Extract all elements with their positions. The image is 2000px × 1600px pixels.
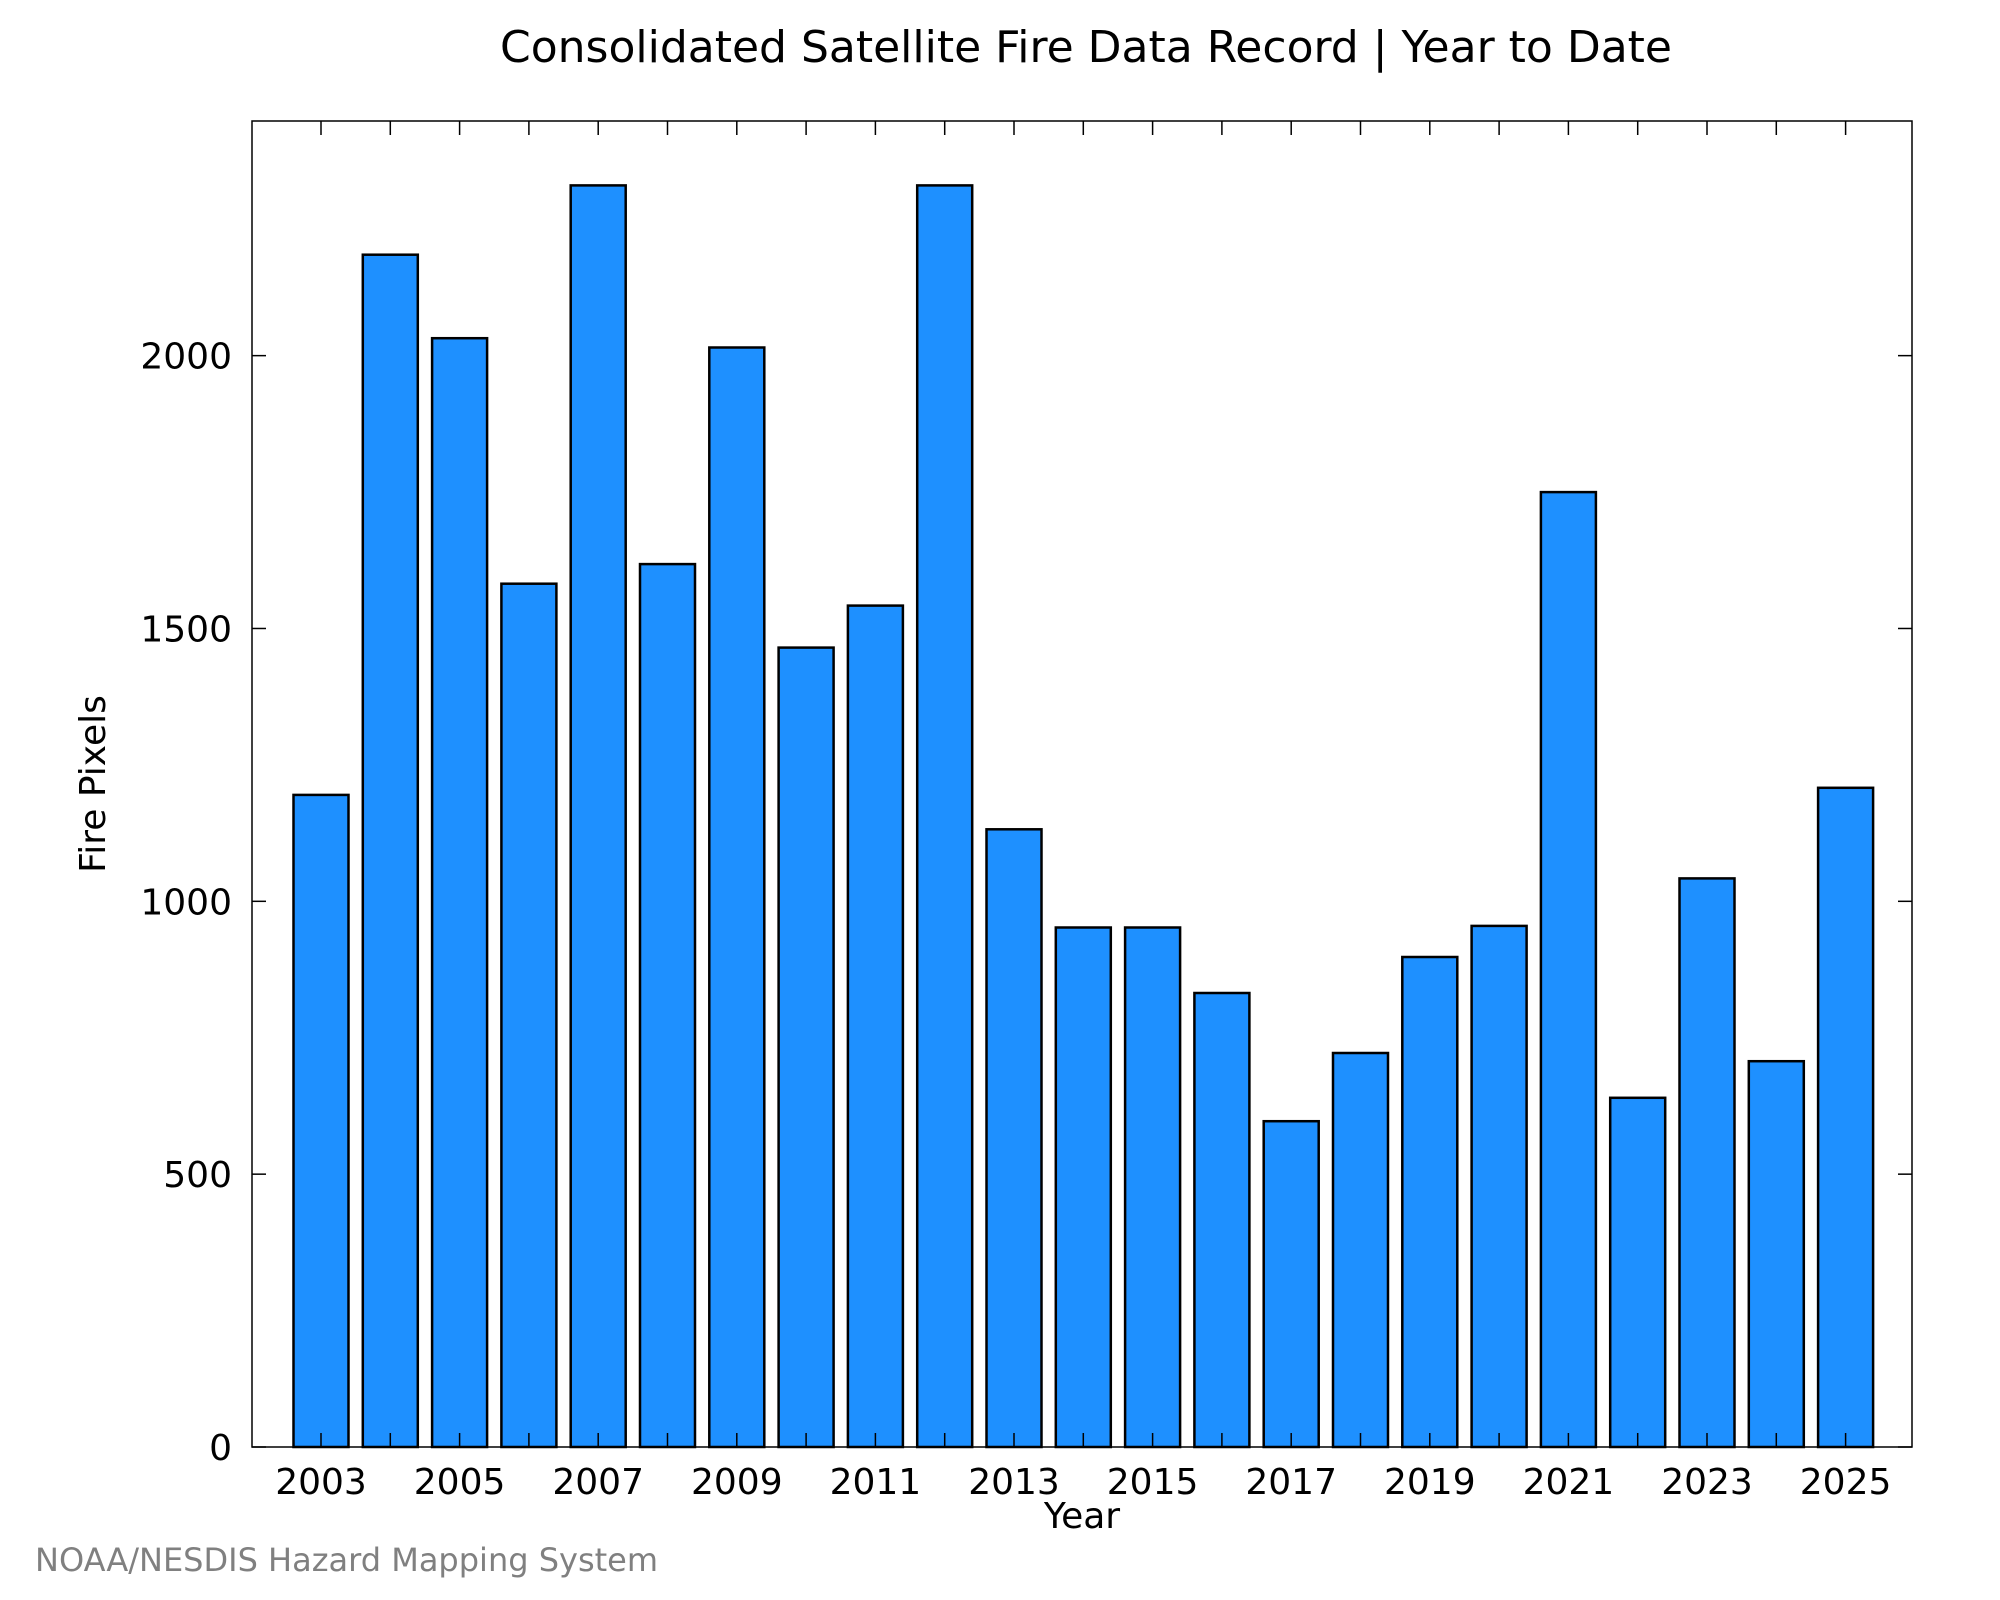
y-tick-label-500: 500 <box>163 1155 232 1196</box>
bar-2019 <box>1401 955 1459 1449</box>
x-tick-label-2019: 2019 <box>1384 1462 1476 1503</box>
y-tick-label-1000: 1000 <box>140 882 232 923</box>
ticks-layer <box>252 121 1912 1448</box>
x-tick-label-2011: 2011 <box>830 1462 922 1503</box>
bar-2020 <box>1470 924 1528 1449</box>
x-tick-label-2021: 2021 <box>1523 1462 1615 1503</box>
bar-2023 <box>1678 877 1736 1449</box>
credit-text: NOAA/NESDIS Hazard Mapping System <box>35 1541 658 1579</box>
bar-2005 <box>430 336 489 1449</box>
bar-2024 <box>1747 1059 1806 1449</box>
bar-2004 <box>361 253 420 1449</box>
bar-2016 <box>1193 991 1251 1449</box>
bar-2015 <box>1123 926 1182 1449</box>
x-tick-label-2009: 2009 <box>691 1462 783 1503</box>
x-tick-label-2023: 2023 <box>1661 1462 1753 1503</box>
x-tick-label-2007: 2007 <box>552 1462 644 1503</box>
bar-2021 <box>1539 490 1598 1449</box>
x-tick-label-2017: 2017 <box>1245 1462 1337 1503</box>
x-tick-label-2013: 2013 <box>968 1462 1060 1503</box>
bar-2025 <box>1816 786 1875 1449</box>
plot-frame <box>251 120 1913 1448</box>
x-tick-label-2025: 2025 <box>1800 1462 1892 1503</box>
x-tick-label-2015: 2015 <box>1107 1462 1199 1503</box>
bar-2018 <box>1331 1051 1390 1449</box>
chart-title: Consolidated Satellite Fire Data Record … <box>500 22 1672 73</box>
bar-2009 <box>708 346 766 1449</box>
x-tick-labels: 2003 2005 2007 2009 2011 2013 2015 2017 2019 2021… <box>275 1462 1891 1503</box>
bar-2008 <box>638 562 697 1449</box>
y-tick-labels: 0 500 1000 1500 2000 <box>140 337 232 1469</box>
y-tick-label-0: 0 <box>209 1428 232 1469</box>
bar-2006 <box>500 582 558 1449</box>
bar-2012 <box>915 184 974 1449</box>
bar-2011 <box>846 604 905 1449</box>
bar-2007 <box>569 184 627 1449</box>
bar-2010 <box>777 646 835 1449</box>
bar-2022 <box>1608 1096 1667 1449</box>
bar-2003 <box>292 793 350 1449</box>
x-tick-label-2005: 2005 <box>414 1462 506 1503</box>
y-tick-label-2000: 2000 <box>140 337 232 378</box>
bars-layer <box>292 184 1875 1449</box>
x-axis-label: Year <box>1043 1496 1120 1537</box>
y-tick-label-1500: 1500 <box>140 609 232 650</box>
bar-2014 <box>1054 926 1113 1449</box>
x-tick-label-2003: 2003 <box>275 1462 367 1503</box>
y-axis-label: Fire Pixels <box>73 695 114 873</box>
bar-2013 <box>985 828 1043 1449</box>
bar-2017 <box>1262 1119 1320 1449</box>
